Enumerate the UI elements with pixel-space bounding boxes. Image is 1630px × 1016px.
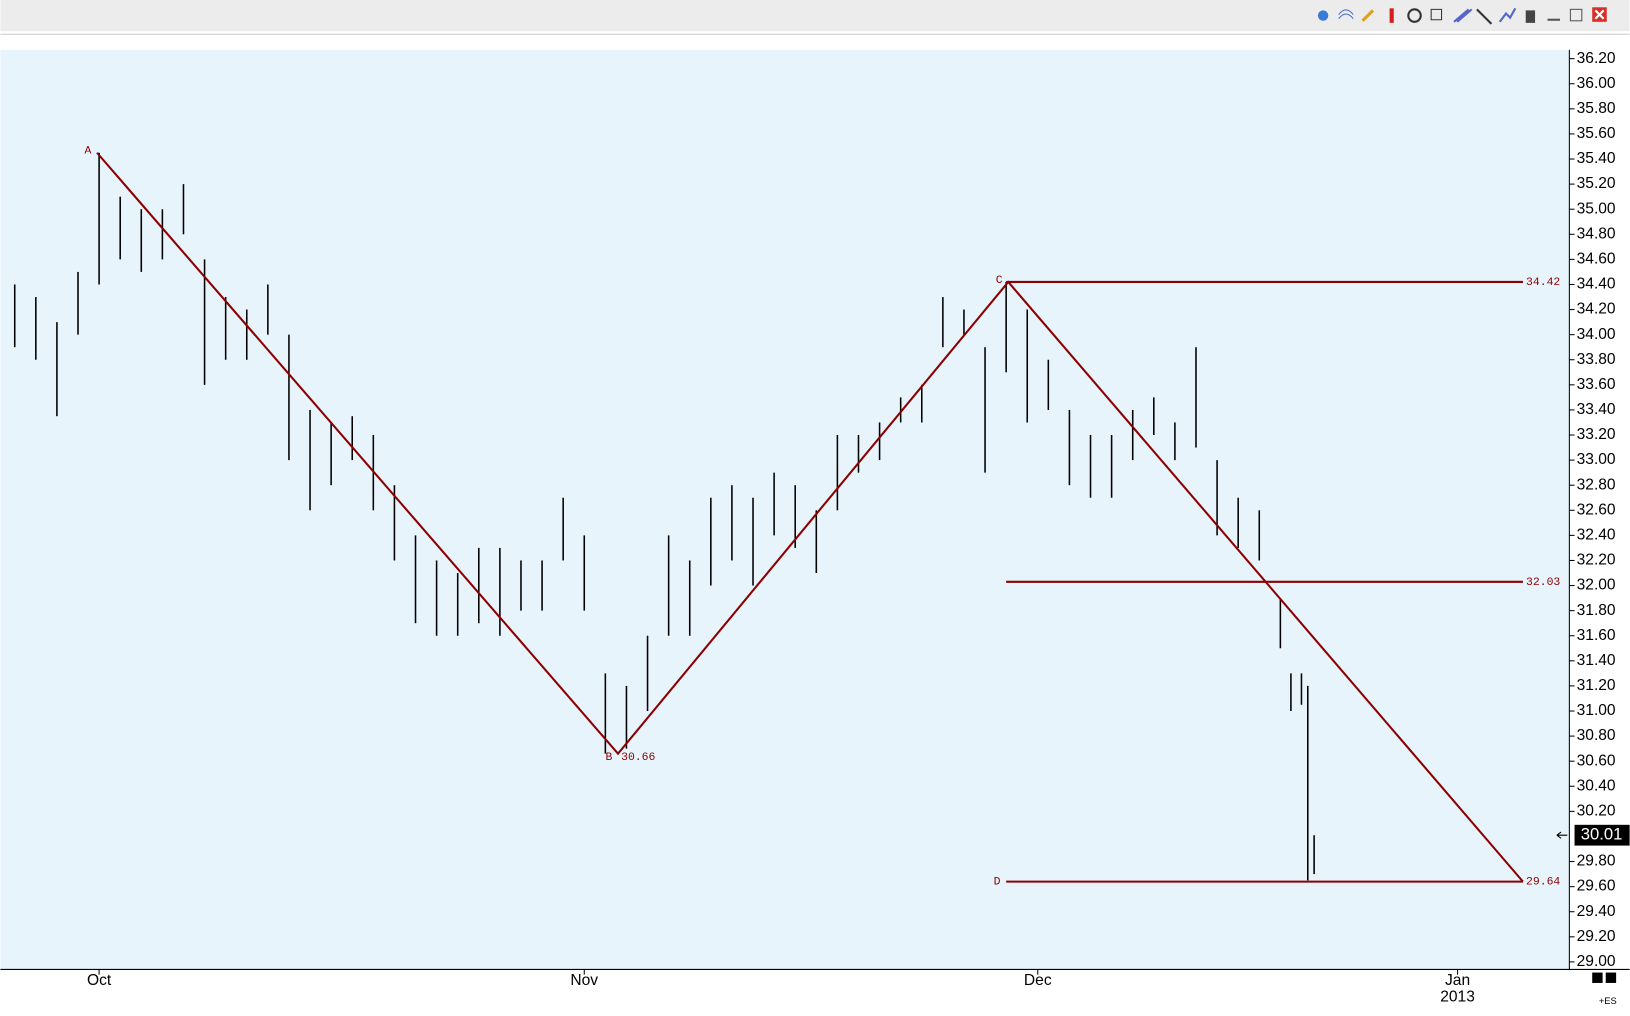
y-tick-label: 30.40 bbox=[1577, 777, 1616, 794]
symbol: +ES bbox=[1599, 996, 1617, 1006]
level-label: 29.64 bbox=[1526, 876, 1560, 889]
level-label: 32.03 bbox=[1526, 576, 1560, 589]
y-tick-label: 34.20 bbox=[1577, 301, 1616, 318]
point-label: D bbox=[994, 876, 1001, 889]
icon[interactable] bbox=[1498, 7, 1517, 23]
y-tick-label: 35.60 bbox=[1577, 125, 1616, 142]
scroll-box[interactable] bbox=[1605, 972, 1617, 983]
point-label: C bbox=[996, 274, 1003, 287]
last-price-label: 30.01 bbox=[1581, 825, 1623, 844]
y-tick-label: 36.00 bbox=[1577, 75, 1616, 92]
point-label: B bbox=[606, 751, 613, 764]
y-tick-label: 29.20 bbox=[1577, 928, 1616, 945]
y-tick-label: 30.20 bbox=[1577, 802, 1616, 819]
y-tick-label: 32.40 bbox=[1577, 526, 1616, 543]
y-tick-label: 33.40 bbox=[1577, 401, 1616, 418]
y-tick-label: 30.60 bbox=[1577, 752, 1616, 769]
icon[interactable] bbox=[1389, 8, 1394, 23]
y-tick-label: 33.60 bbox=[1577, 376, 1616, 393]
y-tick-label: 35.00 bbox=[1577, 200, 1616, 217]
y-tick-label: 32.20 bbox=[1577, 552, 1616, 569]
y-tick-label: 29.40 bbox=[1577, 903, 1616, 920]
y-tick-label: 35.80 bbox=[1577, 100, 1616, 117]
y-tick-label: 34.60 bbox=[1577, 250, 1616, 267]
y-tick-label: 31.60 bbox=[1577, 627, 1616, 644]
y-tick-label: 29.00 bbox=[1577, 953, 1616, 970]
last-price-arrow bbox=[1556, 831, 1568, 839]
x-tick-sublabel: 2013 bbox=[1440, 989, 1475, 1006]
x-tick-label: Oct bbox=[87, 972, 112, 989]
y-tick-label: 31.40 bbox=[1577, 652, 1616, 669]
y-tick-label: 29.80 bbox=[1577, 853, 1616, 870]
icon[interactable] bbox=[1361, 9, 1375, 22]
plot-area bbox=[0, 49, 1570, 970]
y-tick-label: 35.20 bbox=[1577, 175, 1616, 192]
y-tick-label: 33.80 bbox=[1577, 351, 1616, 368]
y-tick-label: 31.00 bbox=[1577, 702, 1616, 719]
y-tick-label: 35.40 bbox=[1577, 150, 1616, 167]
x-tick-label: Nov bbox=[570, 972, 598, 989]
icon[interactable] bbox=[1338, 9, 1354, 20]
close-icon bbox=[1594, 9, 1605, 20]
y-tick-label: 31.20 bbox=[1577, 677, 1616, 694]
maximize-button[interactable] bbox=[1569, 8, 1583, 22]
y-tick-label: 32.60 bbox=[1577, 501, 1616, 518]
x-tick-label: Dec bbox=[1024, 972, 1052, 989]
y-tick-label: 33.00 bbox=[1577, 451, 1616, 468]
point-label: A bbox=[85, 145, 92, 158]
icon[interactable] bbox=[1317, 10, 1329, 21]
toolbar-icons bbox=[1317, 7, 1607, 25]
y-tick-label: 34.00 bbox=[1577, 326, 1616, 343]
icon[interactable] bbox=[1430, 8, 1443, 21]
y-tick-label: 29.60 bbox=[1577, 878, 1616, 895]
y-tick-label: 36.20 bbox=[1577, 50, 1616, 67]
icon[interactable] bbox=[1476, 8, 1493, 25]
last-price-box bbox=[1574, 824, 1630, 846]
icon[interactable] bbox=[1453, 8, 1473, 23]
y-tick-label: 31.80 bbox=[1577, 602, 1616, 619]
scroll-box[interactable] bbox=[1592, 972, 1603, 983]
y-tick-label: 33.20 bbox=[1577, 426, 1616, 443]
y-tick-label: 34.80 bbox=[1577, 225, 1616, 242]
y-tick-label: 34.40 bbox=[1577, 276, 1616, 293]
y-tick-label: 32.00 bbox=[1577, 577, 1616, 594]
x-tick-label: Jan bbox=[1445, 972, 1470, 989]
toolbar bbox=[0, 0, 1630, 32]
point-value: 30.66 bbox=[621, 751, 655, 764]
level-label: 34.42 bbox=[1526, 276, 1560, 289]
icon[interactable] bbox=[1525, 10, 1536, 23]
icon[interactable] bbox=[1407, 8, 1422, 23]
y-tick-label: 30.80 bbox=[1577, 727, 1616, 744]
y-tick-label: 32.80 bbox=[1577, 476, 1616, 493]
